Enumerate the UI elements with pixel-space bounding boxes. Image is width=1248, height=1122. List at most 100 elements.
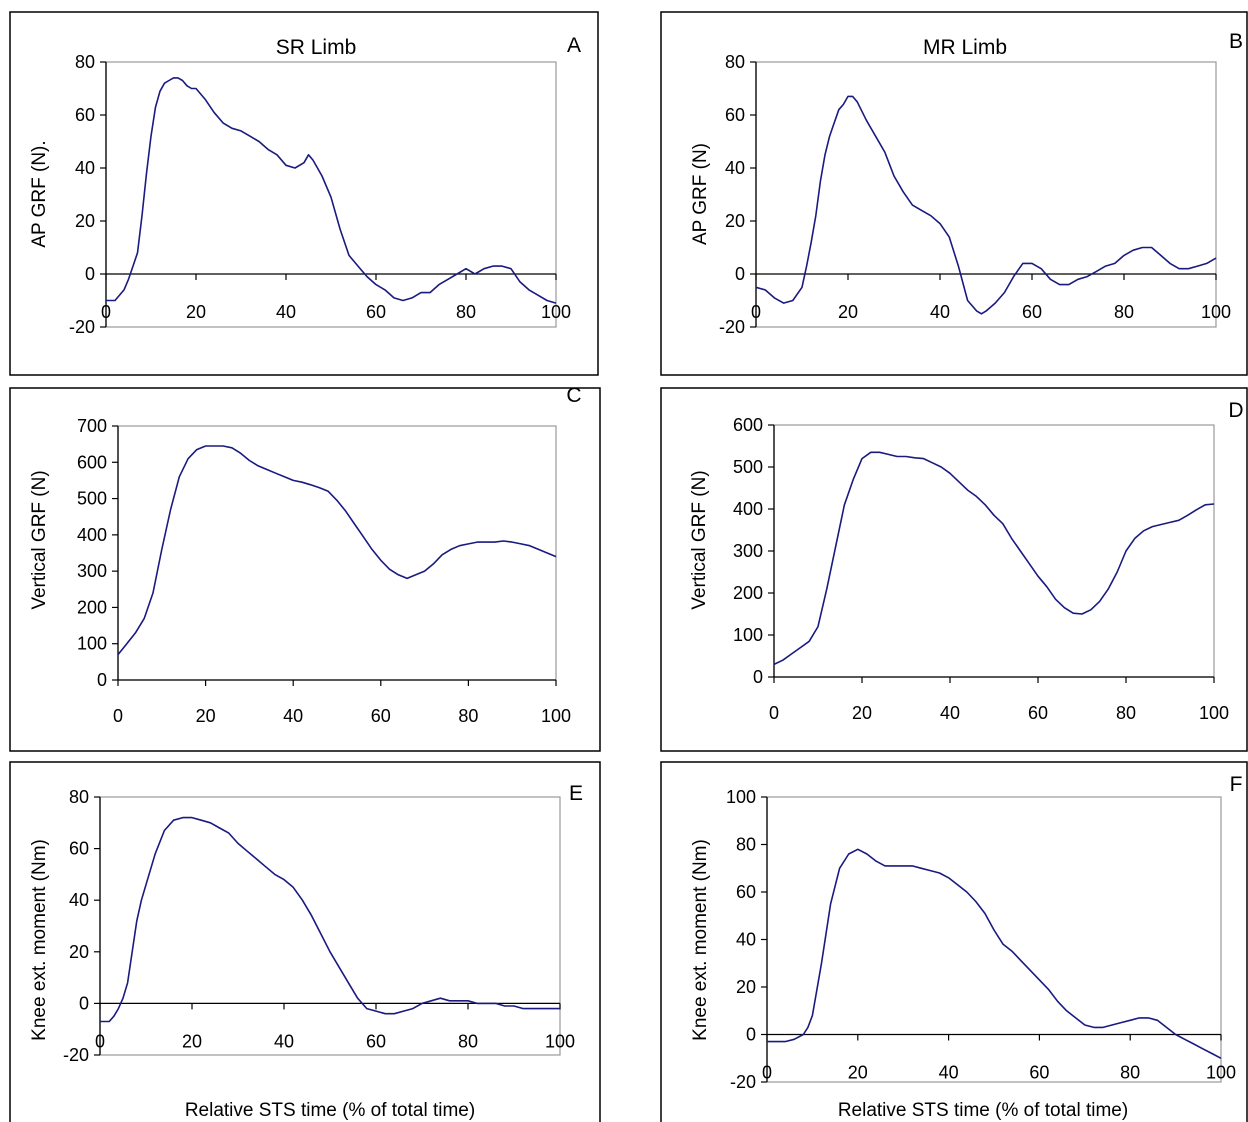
y-tick-label-c: 100: [77, 634, 107, 654]
series-line-f: [767, 848, 1222, 1060]
y-tick-label-b: 20: [725, 211, 745, 231]
y-tick-label-c: 400: [77, 525, 107, 545]
y-tick-label-a: 60: [75, 105, 95, 125]
y-tick-label-b: 0: [735, 264, 745, 284]
y-tick-label-d: 200: [733, 583, 763, 603]
y-tick-label-b: 80: [725, 52, 745, 72]
y-axis-label-b: AP GRF (N): [690, 143, 711, 245]
x-tick-label-a: 80: [456, 302, 476, 322]
x-tick-label-e: 0: [95, 1031, 105, 1051]
y-tick-label-a: 80: [75, 52, 95, 72]
x-tick-label-a: 100: [541, 302, 571, 322]
y-axis-label-a: AP GRF (N).: [29, 140, 50, 247]
y-tick-label-a: 0: [85, 264, 95, 284]
x-tick-label-e: 60: [366, 1031, 386, 1051]
x-tick-label-e: 100: [545, 1031, 575, 1051]
x-tick-label-d: 40: [940, 703, 960, 723]
x-tick-label-f: 40: [939, 1063, 959, 1083]
plot-area-b: [755, 61, 1217, 328]
x-axis-label-e: Relative STS time (% of total time): [185, 1100, 475, 1121]
panel-letter-b: B: [1229, 30, 1243, 53]
plot-area-c: [117, 425, 557, 681]
y-tick-label-c: 600: [77, 452, 107, 472]
x-tick-label-a: 20: [186, 302, 206, 322]
y-axis-label-f: Knee ext. moment (Nm): [690, 839, 711, 1041]
y-tick-label-c: 0: [97, 670, 107, 690]
x-tick-label-b: 60: [1022, 302, 1042, 322]
panel-letter-e: E: [569, 782, 583, 805]
y-tick-label-a: -20: [69, 317, 95, 337]
y-tick-label-e: 80: [69, 787, 89, 807]
x-tick-label-b: 0: [751, 302, 761, 322]
y-axis-label-e: Knee ext. moment (Nm): [29, 839, 50, 1041]
series-line-d: [773, 451, 1215, 666]
y-tick-label-c: 700: [77, 416, 107, 436]
series-line-e: [100, 816, 560, 1023]
y-tick-label-d: 500: [733, 457, 763, 477]
x-tick-label-f: 80: [1120, 1063, 1140, 1083]
y-tick-label-d: 100: [733, 625, 763, 645]
x-tick-label-c: 40: [283, 706, 303, 726]
y-tick-label-b: 40: [725, 158, 745, 178]
x-tick-label-a: 0: [101, 302, 111, 322]
x-tick-label-d: 20: [852, 703, 872, 723]
panel-letter-c: C: [566, 384, 581, 407]
x-tick-label-b: 20: [838, 302, 858, 322]
y-tick-label-e: 0: [79, 993, 89, 1013]
x-tick-label-d: 0: [769, 703, 779, 723]
x-tick-label-a: 40: [276, 302, 296, 322]
panel-letter-a: A: [567, 34, 581, 57]
plot-area-e: [99, 796, 561, 1056]
y-tick-label-f: 80: [736, 835, 756, 855]
x-tick-label-f: 20: [848, 1063, 868, 1083]
y-tick-label-f: 0: [746, 1025, 756, 1045]
y-tick-label-e: 60: [69, 839, 89, 859]
y-tick-label-c: 300: [77, 561, 107, 581]
y-tick-label-a: 20: [75, 211, 95, 231]
y-tick-label-f: 100: [726, 787, 756, 807]
x-tick-label-c: 0: [113, 706, 123, 726]
x-tick-label-b: 80: [1114, 302, 1134, 322]
x-tick-label-a: 60: [366, 302, 386, 322]
x-tick-label-c: 80: [458, 706, 478, 726]
panel-letter-d: D: [1228, 399, 1243, 422]
y-tick-label-e: 40: [69, 890, 89, 910]
y-tick-label-d: 400: [733, 499, 763, 519]
x-tick-label-d: 100: [1199, 703, 1229, 723]
plot-area-d: [773, 424, 1215, 678]
y-tick-label-d: 600: [733, 415, 763, 435]
series-line-b: [755, 95, 1217, 315]
y-tick-label-e: 20: [69, 942, 89, 962]
plot-area-a: [105, 61, 557, 328]
series-line-a: [106, 77, 557, 304]
y-tick-label-b: 60: [725, 105, 745, 125]
chart-title-b: MR Limb: [923, 36, 1007, 59]
x-tick-label-e: 40: [274, 1031, 294, 1051]
plot-area-f: [766, 796, 1222, 1083]
x-axis-label-f: Relative STS time (% of total time): [838, 1100, 1128, 1121]
x-tick-label-e: 80: [458, 1031, 478, 1051]
y-tick-label-c: 500: [77, 489, 107, 509]
x-tick-label-b: 100: [1201, 302, 1231, 322]
y-tick-label-e: -20: [63, 1045, 89, 1065]
chart-title-a: SR Limb: [276, 36, 357, 59]
x-tick-label-d: 60: [1028, 703, 1048, 723]
y-tick-label-d: 0: [753, 667, 763, 687]
y-tick-label-f: 40: [736, 930, 756, 950]
y-tick-label-f: -20: [730, 1072, 756, 1092]
panel-letter-f: F: [1230, 773, 1243, 796]
y-tick-label-a: 40: [75, 158, 95, 178]
y-axis-label-d: Vertical GRF (N): [689, 470, 710, 609]
series-line-c: [117, 445, 557, 656]
x-tick-label-d: 80: [1116, 703, 1136, 723]
x-tick-label-f: 0: [762, 1063, 772, 1083]
y-tick-label-d: 300: [733, 541, 763, 561]
y-tick-label-b: -20: [719, 317, 745, 337]
y-tick-label-f: 20: [736, 977, 756, 997]
x-tick-label-c: 20: [196, 706, 216, 726]
x-tick-label-c: 60: [371, 706, 391, 726]
y-axis-label-c: Vertical GRF (N): [29, 470, 50, 609]
y-tick-label-f: 60: [736, 882, 756, 902]
x-tick-label-c: 100: [541, 706, 571, 726]
